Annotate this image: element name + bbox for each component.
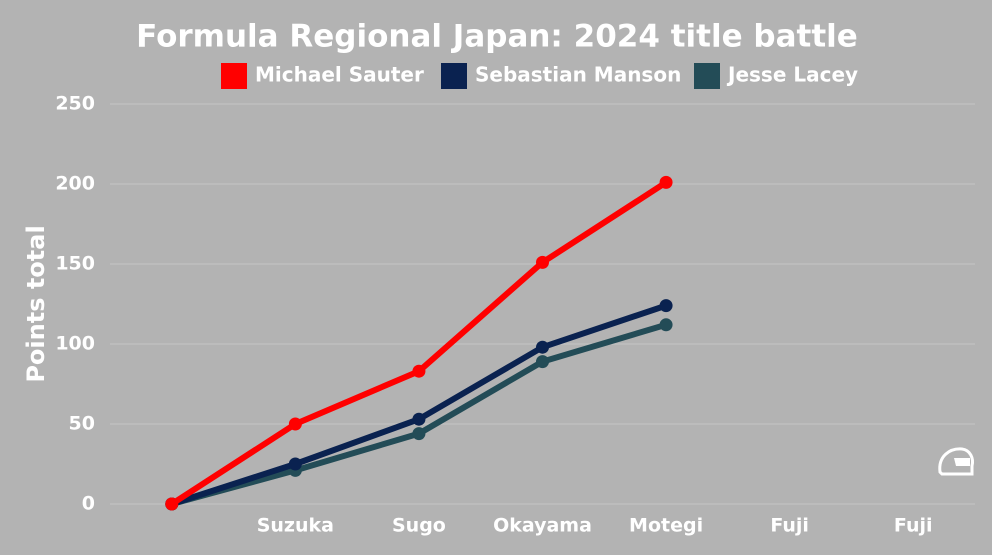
- point-marker: [536, 355, 549, 369]
- x-tick-label: Motegi: [629, 515, 703, 537]
- x-tick-label: Fuji: [894, 515, 933, 537]
- point-marker: [659, 175, 673, 189]
- legend-swatch: [694, 63, 720, 89]
- series-line: [170, 179, 668, 507]
- point-marker: [412, 427, 426, 441]
- y-tick-label: 0: [82, 493, 95, 515]
- y-tick-label: 250: [55, 93, 95, 115]
- logo-icon: [938, 447, 974, 476]
- legend-label: Sebastian Manson: [475, 63, 681, 87]
- x-tick-label: Sugo: [392, 515, 446, 537]
- y-tick-label: 50: [69, 413, 95, 435]
- y-axis-title: Points total: [22, 225, 50, 382]
- chart-title: Formula Regional Japan: 2024 title battl…: [136, 19, 858, 55]
- legend-swatch: [441, 63, 467, 89]
- point-marker: [659, 299, 673, 313]
- legend-label: Michael Sauter: [255, 63, 424, 87]
- legend-swatch: [221, 63, 247, 89]
- point-marker: [412, 412, 426, 426]
- point-marker: [659, 318, 673, 332]
- y-tick-label: 100: [55, 333, 95, 355]
- series-line: [170, 302, 668, 507]
- x-tick-label: Okayama: [493, 515, 592, 537]
- point-marker: [412, 364, 426, 378]
- legend-label: Jesse Lacey: [726, 63, 858, 87]
- y-tick-label: 200: [55, 173, 95, 195]
- point-marker: [165, 497, 179, 511]
- y-tick-label: 150: [55, 253, 95, 275]
- x-tick-label: Fuji: [770, 515, 809, 537]
- point-marker: [536, 340, 549, 354]
- point-marker: [288, 417, 302, 431]
- x-tick-label: Suzuka: [257, 515, 334, 537]
- point-marker: [288, 457, 302, 471]
- point-marker: [536, 255, 549, 269]
